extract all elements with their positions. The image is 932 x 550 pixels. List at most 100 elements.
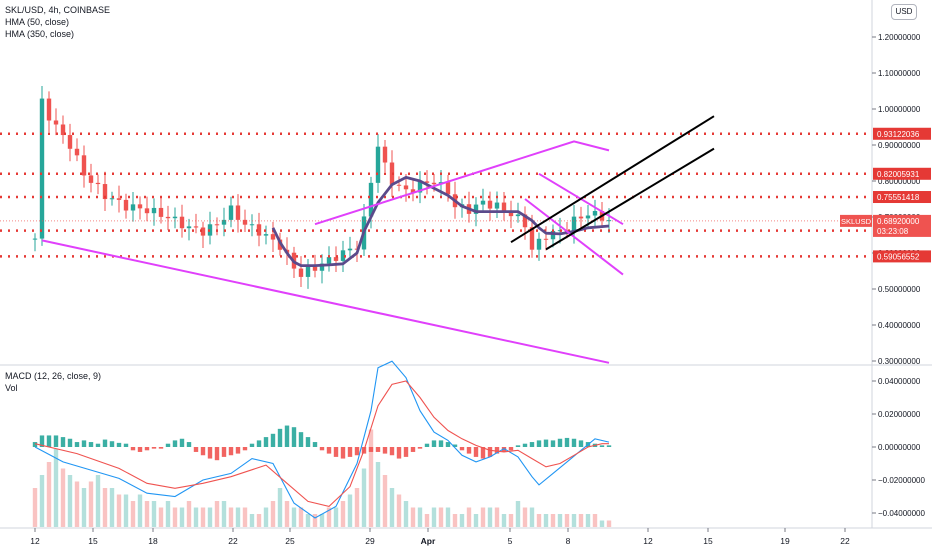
price-tick-label: 1.00000000 <box>878 105 921 114</box>
vol-title: Vol <box>5 383 18 393</box>
volume-bar <box>53 449 59 527</box>
volume-bar <box>410 507 416 527</box>
currency-button[interactable]: USD <box>891 4 917 20</box>
volume-bar <box>550 514 556 527</box>
macd-title: MACD (12, 26, close, 9) <box>5 371 102 381</box>
candle-body <box>144 208 150 214</box>
candle-body <box>158 207 164 217</box>
macd-histogram-bar <box>228 447 234 456</box>
volume-bar <box>536 514 542 527</box>
macd-histogram-bar <box>445 442 451 447</box>
macd-histogram-bar <box>333 447 339 457</box>
candle-body <box>571 216 577 232</box>
level-price-badge <box>873 250 931 263</box>
volume-bar <box>207 507 213 527</box>
macd-histogram-bar <box>200 447 206 456</box>
channel-line[interactable] <box>314 140 610 226</box>
macd-histogram-bar <box>396 447 402 459</box>
macd-histogram-bar <box>494 447 500 454</box>
macd-histogram-bar <box>459 447 465 451</box>
candle-body <box>501 202 507 211</box>
volume-bar <box>501 514 507 527</box>
candle-body <box>298 268 304 277</box>
candle-body <box>592 210 598 216</box>
macd-histogram-bar <box>480 447 486 459</box>
macd-histogram-bar <box>599 445 605 447</box>
macd-histogram-bar <box>95 443 101 447</box>
volume-bar <box>291 507 297 527</box>
volume-bar <box>305 514 311 527</box>
symbol-badge-label: SKLUSD <box>841 217 872 226</box>
candle-body <box>585 215 591 219</box>
volume-bar <box>81 488 87 527</box>
price-tick-label: 0.90000000 <box>878 141 921 150</box>
time-tick-label: Apr <box>421 536 436 546</box>
volume-bar <box>144 501 150 527</box>
trend-line[interactable] <box>545 147 715 251</box>
volume-bar <box>599 520 605 527</box>
candle-body <box>403 185 409 190</box>
volume-bar <box>571 514 577 527</box>
volume-bar <box>67 475 73 527</box>
level-price-badge <box>873 127 931 140</box>
volume-bar <box>389 488 395 527</box>
candle-body <box>165 216 171 219</box>
volume-bar <box>130 501 136 527</box>
channel-line[interactable] <box>41 239 610 364</box>
volume-bar <box>354 488 360 527</box>
volume-bar <box>431 507 437 527</box>
macd-histogram-bar <box>144 447 150 451</box>
volume-bar <box>200 507 206 527</box>
candle-body <box>270 234 276 240</box>
time-tick-label: 15 <box>88 536 98 546</box>
candle-body <box>347 248 353 251</box>
volume-bar <box>578 514 584 527</box>
price-tick-label: 1.10000000 <box>878 69 921 78</box>
time-tick-label: 29 <box>365 536 375 546</box>
price-tick-label: 0.30000000 <box>878 357 921 366</box>
macd-histogram-bar <box>312 442 318 447</box>
trend-line[interactable] <box>510 115 715 244</box>
candle-body <box>39 98 45 239</box>
macd-histogram-bar <box>179 438 185 447</box>
volume-bar <box>32 488 38 527</box>
macd-histogram-bar <box>564 437 570 447</box>
macd-histogram-bar <box>417 447 423 449</box>
macd-histogram-bar <box>291 427 297 447</box>
candle-body <box>494 202 500 209</box>
candle-body <box>88 175 94 183</box>
channel-line[interactable] <box>524 198 624 276</box>
volume-bar <box>256 514 262 527</box>
macd-histogram-bar <box>277 428 283 447</box>
candle-body <box>382 146 388 163</box>
macd-histogram-bar <box>424 443 430 447</box>
macd-histogram-bar <box>508 447 514 451</box>
time-tick-label: 25 <box>285 536 295 546</box>
macd-histogram-bar <box>522 443 528 447</box>
time-tick-label: 15 <box>703 536 713 546</box>
volume-bar <box>46 462 52 527</box>
macd-histogram-bar <box>53 435 59 447</box>
volume-bar <box>606 520 612 527</box>
candle-body <box>32 238 38 240</box>
volume-bar <box>249 514 255 527</box>
candle-body <box>515 214 521 217</box>
volume-bar <box>543 514 549 527</box>
candle-body <box>410 189 416 193</box>
plot-background <box>0 0 872 528</box>
candle-body <box>424 181 430 183</box>
volume-bar <box>452 514 458 527</box>
candle-body <box>207 224 213 236</box>
candle-body <box>102 184 108 200</box>
symbol-badge <box>840 214 872 227</box>
macd-histogram-bar <box>88 442 94 447</box>
macd-line <box>34 360 610 519</box>
macd-histogram-bar <box>543 439 549 447</box>
volume-bar <box>494 507 500 527</box>
macd-histogram-bar <box>235 447 241 454</box>
volume-bar <box>319 514 325 527</box>
current-price-badge <box>873 214 931 237</box>
macd-histogram-bar <box>515 445 521 447</box>
candle-body <box>249 224 255 226</box>
